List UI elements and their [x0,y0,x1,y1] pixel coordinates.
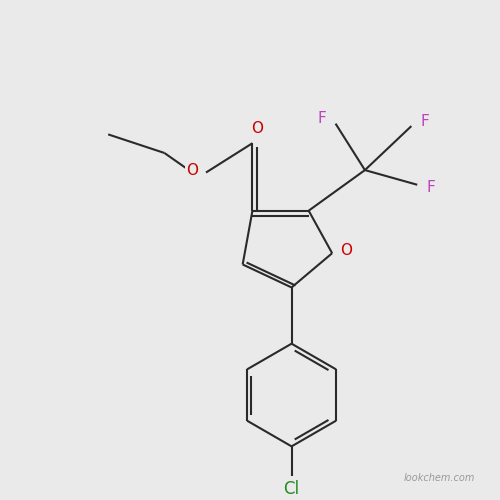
Text: Cl: Cl [284,480,300,498]
Text: lookchem.com: lookchem.com [404,473,475,483]
Text: O: O [340,244,352,258]
Text: O: O [186,162,198,178]
Text: F: F [426,180,436,194]
Text: F: F [318,111,326,126]
Text: O: O [252,121,264,136]
Text: F: F [420,114,430,128]
